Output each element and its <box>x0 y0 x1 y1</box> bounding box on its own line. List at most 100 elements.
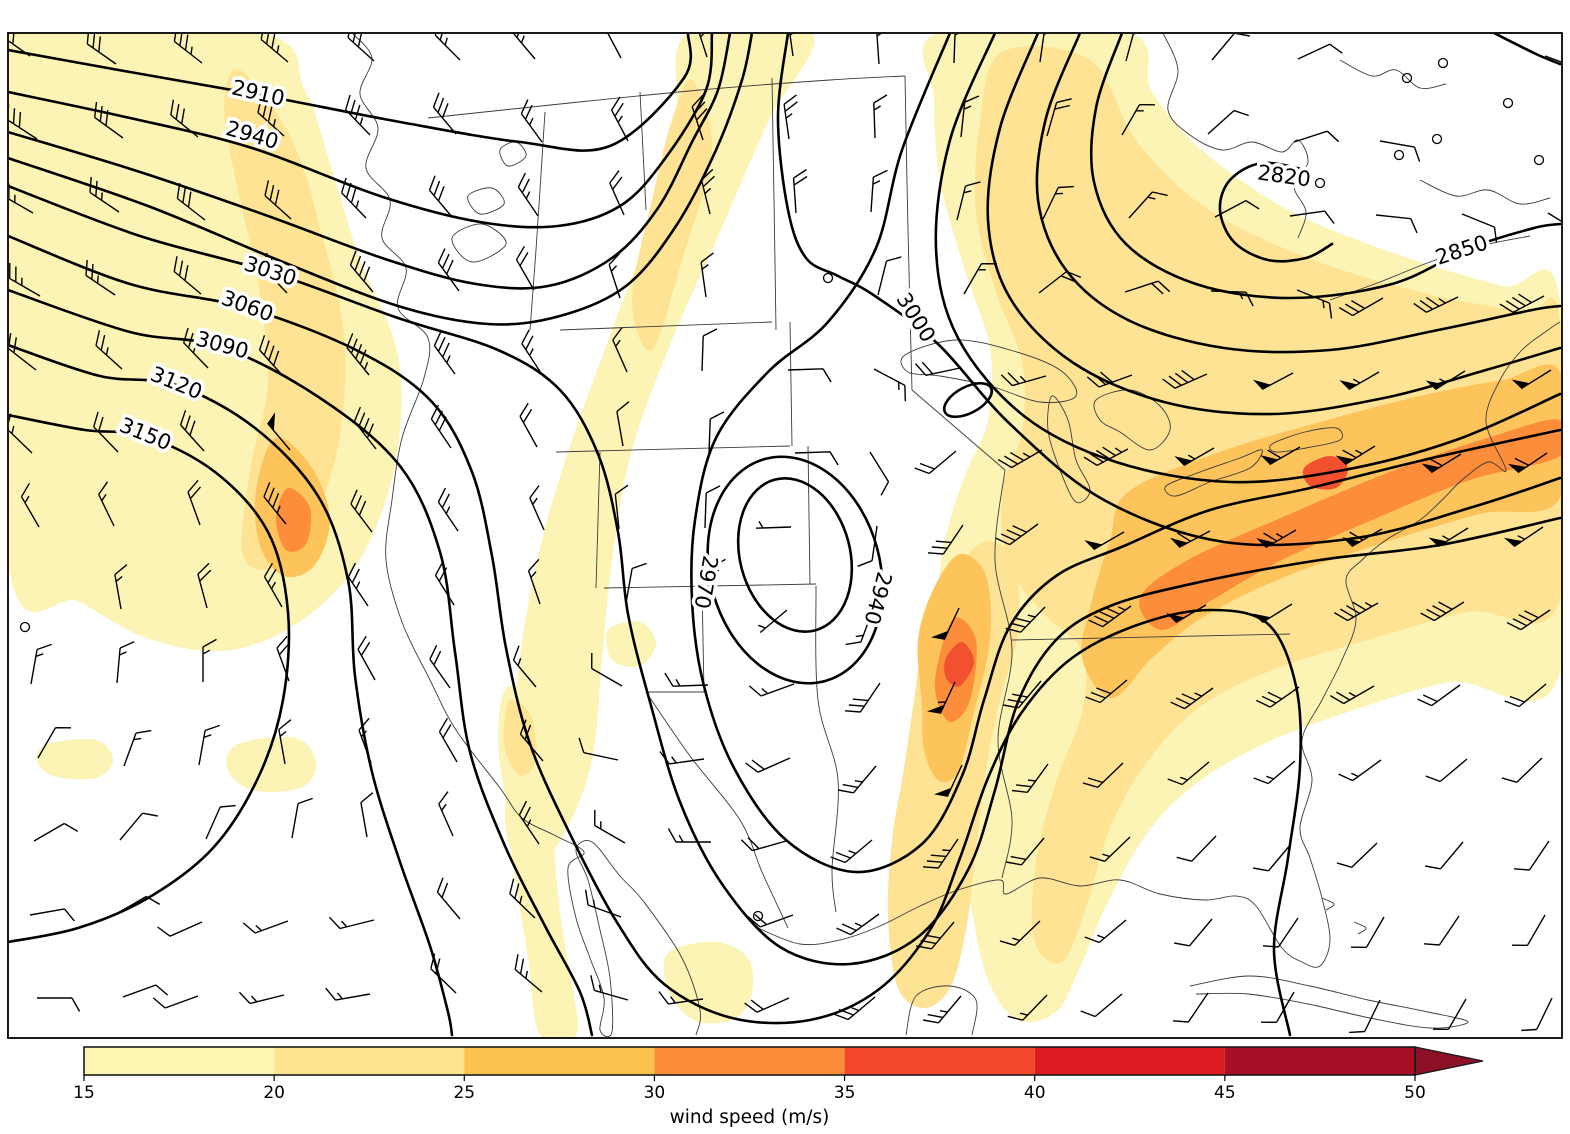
wind-barb <box>430 404 452 449</box>
wind-barb <box>9 183 34 214</box>
wind-barb <box>1170 530 1211 549</box>
wind-barb <box>704 485 721 529</box>
wind-barb <box>515 245 535 291</box>
wind-barb <box>9 262 41 297</box>
wind-barb <box>328 916 375 930</box>
wind-barb <box>122 984 169 998</box>
calm-wind-circle <box>752 910 764 922</box>
wind-barb <box>437 248 460 292</box>
wind-barb <box>594 809 626 844</box>
wind-barb <box>1521 997 1553 1032</box>
wind-barb <box>794 451 839 466</box>
wind-barb <box>701 328 718 372</box>
wind-barb <box>93 411 119 453</box>
wind-barb <box>9 413 33 454</box>
wind-barb <box>931 607 960 640</box>
wind-barb <box>512 645 537 688</box>
wind-barb <box>358 717 372 764</box>
map-border <box>7 32 1563 1039</box>
wind-barb <box>578 737 619 761</box>
wind-barb <box>264 180 292 220</box>
wind-barb <box>242 920 289 934</box>
wind-barb <box>115 895 161 915</box>
wind-barb <box>1083 446 1129 467</box>
wind-barb <box>1333 601 1379 622</box>
wind-barb <box>876 34 882 65</box>
calm-wind-circle <box>1431 133 1443 145</box>
wind-barb <box>157 921 203 937</box>
wind-barb <box>527 558 541 605</box>
wind-barb <box>1547 212 1561 222</box>
wind-barb <box>521 329 542 374</box>
wind-barb <box>584 889 622 918</box>
wind-barb <box>789 34 794 57</box>
wind-barbs <box>9 34 1561 1034</box>
wind-barb <box>614 484 629 530</box>
colorbar-tick-label: 20 <box>263 1083 285 1103</box>
wind-barb <box>691 94 708 141</box>
wind-barb <box>1425 758 1468 783</box>
wind-barb <box>37 727 72 759</box>
wind-barb <box>845 608 874 646</box>
wind-barb <box>608 252 621 299</box>
wind-barb <box>999 920 1041 946</box>
wind-barb <box>434 34 461 61</box>
wind-barb <box>1256 529 1297 549</box>
wind-barb <box>1425 841 1464 870</box>
colorbar-tick-label: 30 <box>644 1083 666 1103</box>
wind-barb <box>914 450 957 475</box>
wind-barb <box>33 822 79 842</box>
wind-barb <box>29 908 75 922</box>
wind-barb <box>873 368 906 402</box>
wind-barb <box>1501 757 1543 783</box>
wind-barb <box>711 558 726 602</box>
colorbar-tick-label: 25 <box>453 1083 475 1103</box>
wind-barb <box>1039 34 1047 63</box>
wind-barb <box>923 995 962 1024</box>
wind-barb <box>325 987 371 1001</box>
wind-barb <box>1089 836 1131 862</box>
calm-wind-circle <box>1401 72 1413 84</box>
wind-barb <box>86 34 117 65</box>
wind-barb <box>9 104 38 140</box>
wind-barb <box>114 564 128 610</box>
wind-barb <box>1336 842 1378 868</box>
wind-barb <box>610 96 629 142</box>
wind-barb <box>870 169 888 213</box>
wind-barb <box>609 170 625 216</box>
wind-barb <box>429 644 451 689</box>
calm-wind-circle <box>1502 97 1514 109</box>
wind-barb <box>276 635 291 682</box>
wind-barb <box>258 335 284 377</box>
wind-barb <box>518 800 540 845</box>
wind-barb <box>1007 994 1048 1021</box>
wind-barb <box>1046 98 1072 137</box>
wind-barb <box>119 812 158 841</box>
wind-barb <box>1511 914 1546 946</box>
wind-barb <box>347 34 375 62</box>
wind-barb <box>1296 289 1333 319</box>
wind-barb <box>659 751 705 765</box>
wind-barb <box>1260 991 1295 1023</box>
wind-barb <box>341 177 367 219</box>
wind-barb <box>607 34 622 59</box>
wind-barb <box>1042 185 1074 220</box>
wind-barb <box>1420 601 1465 622</box>
wind-barb <box>173 34 203 64</box>
wind-barb <box>838 765 877 794</box>
wind-barb <box>625 562 647 604</box>
colorbar-segment <box>844 1047 1035 1075</box>
wind-barb <box>1207 109 1249 135</box>
wind-barb <box>1423 915 1460 946</box>
calm-wind-circle <box>1393 149 1405 161</box>
wind-barb <box>956 181 981 221</box>
wind-barb <box>1000 372 1047 387</box>
wind-barb <box>1082 762 1124 788</box>
calm-wind-circle <box>1437 57 1449 69</box>
wind-barb <box>291 797 313 839</box>
wind-barb <box>664 672 709 687</box>
wind-barb <box>187 479 202 526</box>
wind-barb <box>1214 199 1260 218</box>
wind-barb <box>1210 290 1254 307</box>
